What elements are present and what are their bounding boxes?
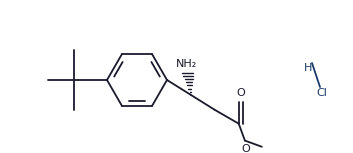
Text: Cl: Cl <box>317 88 328 98</box>
Text: O: O <box>241 144 250 153</box>
Text: NH₂: NH₂ <box>176 59 197 69</box>
Text: O: O <box>237 88 245 98</box>
Text: H: H <box>304 63 312 73</box>
